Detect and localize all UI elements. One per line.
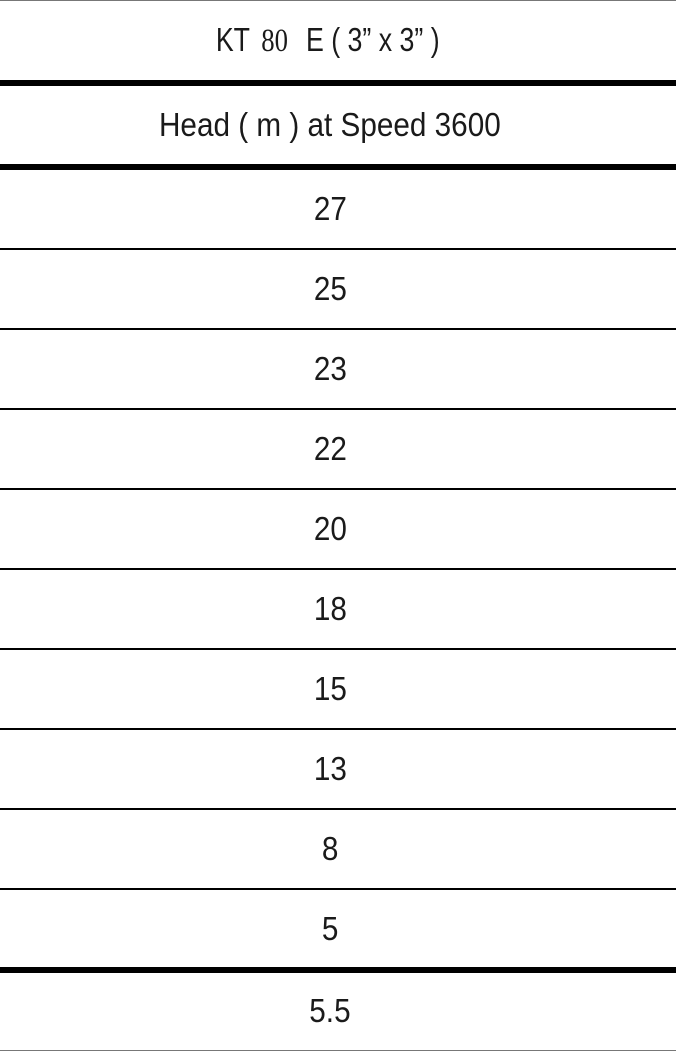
divider [0, 328, 676, 330]
table-row: 18 [0, 570, 660, 648]
divider [0, 568, 676, 570]
divider-thick [0, 164, 676, 170]
table-row: 15 [0, 650, 660, 728]
table-row: 22 [0, 410, 660, 488]
divider [0, 248, 676, 250]
row-value: 20 [313, 510, 347, 547]
row-value: 5 [321, 909, 339, 947]
row-value: 27 [313, 190, 347, 227]
column-header: Head ( m ) at Speed 3600 [159, 106, 501, 143]
footer-value: 5.5 [309, 992, 351, 1029]
model-name: KT [215, 21, 250, 58]
row-value: 13 [313, 750, 347, 787]
table-row: 8 [0, 810, 660, 888]
table-row: 5 [0, 890, 660, 967]
table-row: 23 [0, 330, 660, 408]
model-size: 80 [261, 23, 289, 59]
divider [0, 888, 676, 890]
divider [0, 808, 676, 810]
row-value: 15 [313, 670, 347, 707]
table-row: 13 [0, 730, 660, 808]
divider [0, 408, 676, 410]
row-value: 8 [321, 830, 339, 867]
divider [0, 728, 676, 730]
row-value: 22 [313, 430, 347, 467]
model-suffix: E ( 3” x 3” ) [305, 21, 439, 58]
row-value: 23 [313, 350, 347, 387]
table-border-top [0, 0, 676, 1]
divider-thick [0, 967, 676, 973]
divider-thick [0, 80, 676, 86]
table-row: 25 [0, 250, 660, 328]
row-value: 18 [313, 590, 347, 627]
divider [0, 648, 676, 650]
table-border-bottom [0, 1050, 676, 1051]
table-title: KT 80 E ( 3” x 3” ) [0, 1, 660, 80]
divider [0, 488, 676, 490]
table-row: 20 [0, 490, 660, 568]
table-row: 27 [0, 170, 660, 248]
row-value: 25 [313, 270, 347, 307]
